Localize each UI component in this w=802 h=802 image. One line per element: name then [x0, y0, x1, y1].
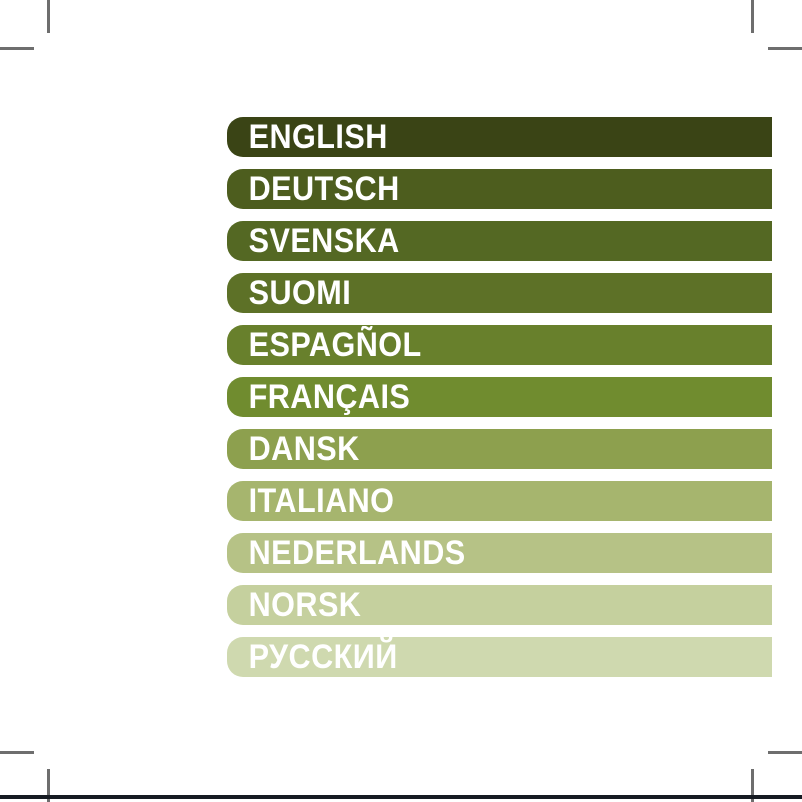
language-bar[interactable]: SVENSKA [227, 221, 772, 261]
language-bar[interactable]: SUOMI [227, 273, 772, 313]
language-label: NEDERLANDS [248, 534, 466, 572]
language-bar[interactable]: FRANÇAIS [227, 377, 772, 417]
language-label: DEUTSCH [248, 170, 400, 208]
crop-mark-top-left-vertical [47, 0, 50, 33]
crop-mark-bottom-right-vertical [751, 769, 754, 802]
language-bar[interactable]: NEDERLANDS [227, 533, 772, 573]
crop-mark-bottom-right-horizontal [768, 751, 802, 754]
crop-mark-bottom-left-vertical [47, 769, 50, 802]
language-bar[interactable]: ENGLISH [227, 117, 772, 157]
language-bar[interactable]: DANSK [227, 429, 772, 469]
language-label: SVENSKA [248, 222, 400, 260]
crop-mark-top-right-vertical [751, 0, 754, 33]
bottom-trim-line [0, 795, 802, 799]
language-label: ENGLISH [248, 118, 388, 156]
language-bar[interactable]: NORSK [227, 585, 772, 625]
language-label: РУССКИЙ [248, 638, 398, 676]
crop-mark-bottom-left-horizontal [0, 751, 34, 754]
language-list: ENGLISH DEUTSCH SVENSKA SUOMI ESPAGÑOL FRANÇA… [227, 117, 772, 689]
crop-mark-top-right-horizontal [768, 47, 802, 50]
language-label: ESPAGÑOL [248, 326, 422, 364]
language-label: ITALIANO [248, 482, 395, 520]
language-label: DANSK [248, 430, 360, 468]
crop-mark-top-left-horizontal [0, 47, 34, 50]
language-bar[interactable]: DEUTSCH [227, 169, 772, 209]
language-label: NORSK [248, 586, 362, 624]
language-label: SUOMI [248, 274, 352, 312]
language-label: FRANÇAIS [248, 378, 411, 416]
language-bar[interactable]: ITALIANO [227, 481, 772, 521]
language-bar[interactable]: РУССКИЙ [227, 637, 772, 677]
language-bar[interactable]: ESPAGÑOL [227, 325, 772, 365]
